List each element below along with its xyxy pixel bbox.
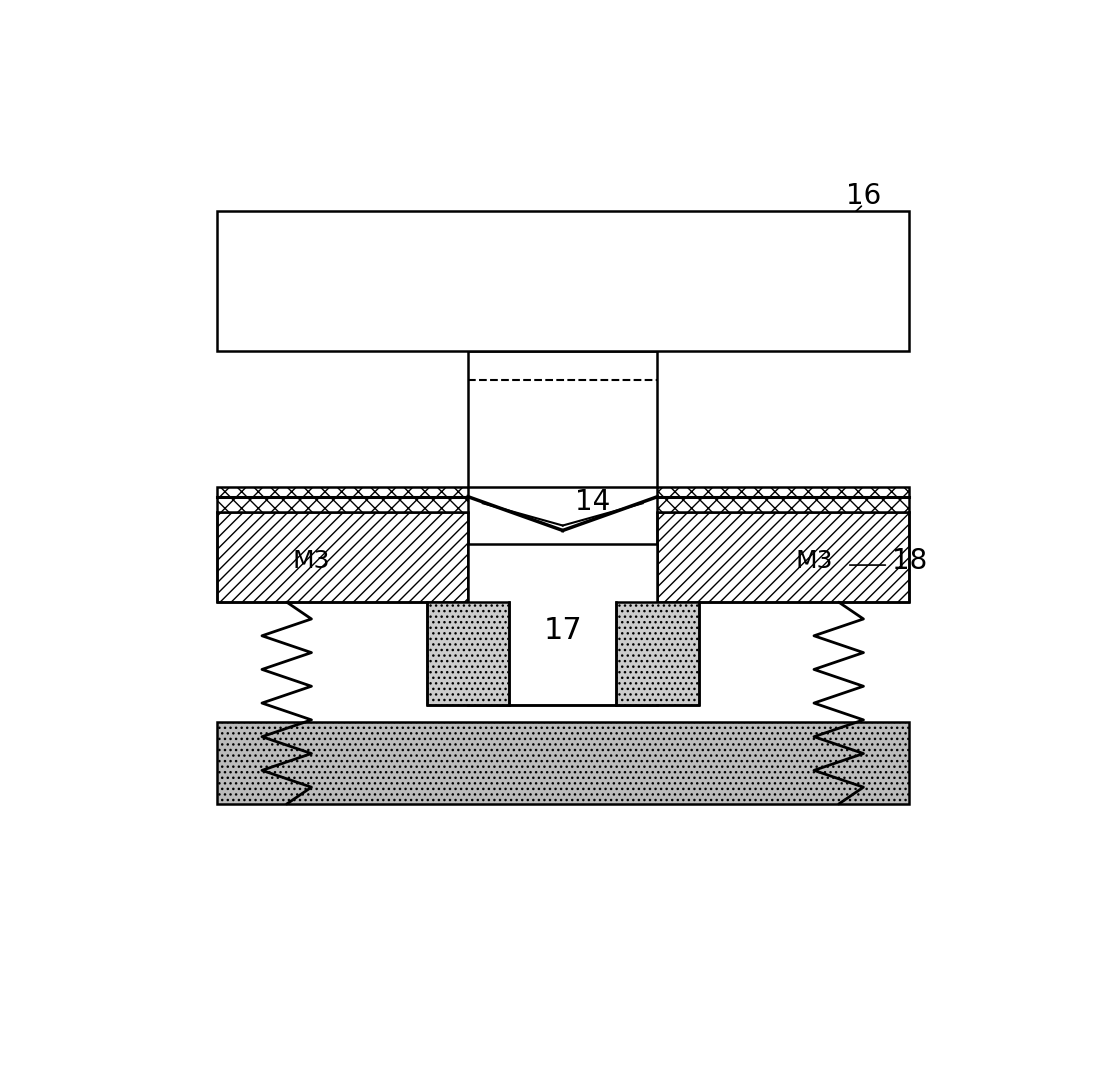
Bar xyxy=(216,211,909,351)
Bar xyxy=(468,545,658,705)
Text: 14: 14 xyxy=(575,488,610,517)
Text: M3: M3 xyxy=(795,549,832,572)
Bar xyxy=(658,511,909,602)
Text: 18: 18 xyxy=(893,547,928,575)
Text: M1: M1 xyxy=(538,273,587,306)
Text: 16: 16 xyxy=(845,182,881,210)
Text: M3: M3 xyxy=(293,549,330,572)
Bar xyxy=(216,511,468,602)
Text: 15: 15 xyxy=(545,426,581,454)
Bar xyxy=(468,351,658,487)
Bar xyxy=(616,602,698,705)
Bar xyxy=(216,487,468,511)
Bar xyxy=(216,721,909,804)
Bar xyxy=(658,487,909,511)
Bar xyxy=(427,602,509,705)
Text: M2: M2 xyxy=(659,647,697,672)
Text: M2: M2 xyxy=(428,647,467,672)
Text: 17: 17 xyxy=(544,616,582,645)
